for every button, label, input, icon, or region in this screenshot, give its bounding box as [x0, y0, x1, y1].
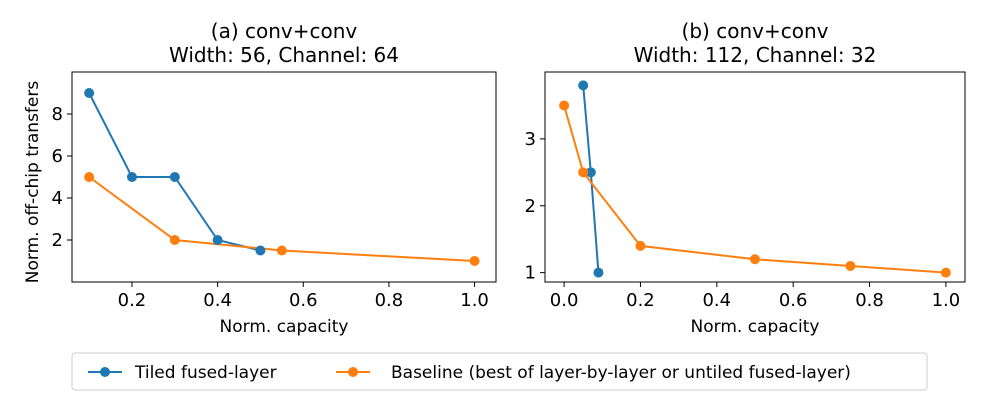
- y-tick-label: 2: [525, 196, 536, 217]
- data-point-tiled: [126, 172, 137, 182]
- legend-label-baseline: Baseline (best of layer-by-layer or unti…: [391, 363, 851, 383]
- x-tick-label: 0.0: [550, 290, 579, 311]
- legend-marker-baseline: [348, 367, 358, 377]
- data-point-baseline: [845, 260, 856, 271]
- chart-subtitle: Width: 56, Channel: 64: [169, 43, 399, 67]
- y-tick-label: 6: [52, 146, 63, 167]
- plot-frame: [544, 71, 966, 283]
- y-tick-label: 3: [525, 129, 536, 150]
- data-point-baseline: [559, 100, 570, 111]
- x-tick-label: 0.8: [375, 290, 404, 311]
- x-tick-label: 0.4: [203, 290, 232, 311]
- y-axis-label: Norm. off-chip transfers: [23, 81, 43, 284]
- y-tick-label: 2: [52, 230, 63, 251]
- y-tick-label: 8: [52, 104, 63, 125]
- x-axis-label: Norm. capacity: [220, 317, 349, 337]
- chart-title: (a) conv+conv: [211, 19, 358, 43]
- x-axis-label: Norm. capacity: [691, 317, 820, 337]
- series-line-tiled: [582, 85, 600, 273]
- data-point-tiled: [578, 80, 589, 91]
- legend-label-tiled: Tiled fused-layer: [134, 363, 277, 383]
- chart-subtitle: Width: 112, Channel: 32: [634, 43, 877, 67]
- x-tick-label: 0.2: [118, 290, 147, 311]
- data-point-baseline: [578, 167, 589, 178]
- y-tick-label: 1: [525, 263, 536, 284]
- x-tick-label: 1.0: [460, 290, 489, 311]
- series-line-tiled: [88, 92, 261, 252]
- series-line-baseline: [88, 176, 475, 262]
- data-point-baseline: [84, 172, 95, 182]
- data-point-baseline: [469, 256, 480, 266]
- data-point-baseline: [940, 267, 951, 278]
- y-tick-label: 4: [52, 188, 63, 209]
- data-point-baseline: [635, 240, 646, 251]
- data-point-tiled: [212, 235, 223, 245]
- data-point-tiled: [169, 172, 180, 182]
- data-point-tiled: [84, 88, 95, 98]
- data-point-tiled: [585, 167, 596, 178]
- data-point-baseline: [276, 245, 287, 256]
- x-tick-label: 0.8: [855, 290, 884, 311]
- x-tick-label: 0.2: [626, 290, 655, 311]
- legend-marker-tiled: [100, 367, 110, 377]
- chart-title: (b) conv+conv: [682, 19, 829, 43]
- x-tick-label: 0.4: [702, 290, 731, 311]
- data-point-tiled: [593, 267, 604, 278]
- data-point-baseline: [169, 235, 180, 245]
- series-line-baseline: [563, 105, 946, 274]
- x-tick-label: 0.6: [779, 290, 808, 311]
- legend-frame: [71, 352, 928, 391]
- legend: Tiled fused-layer Baseline (best of laye…: [71, 352, 928, 391]
- x-tick-label: 0.6: [289, 290, 318, 311]
- data-point-baseline: [750, 254, 760, 265]
- plot-frame: [71, 71, 497, 283]
- x-tick-label: 1.0: [932, 290, 961, 311]
- data-point-tiled: [255, 245, 266, 256]
